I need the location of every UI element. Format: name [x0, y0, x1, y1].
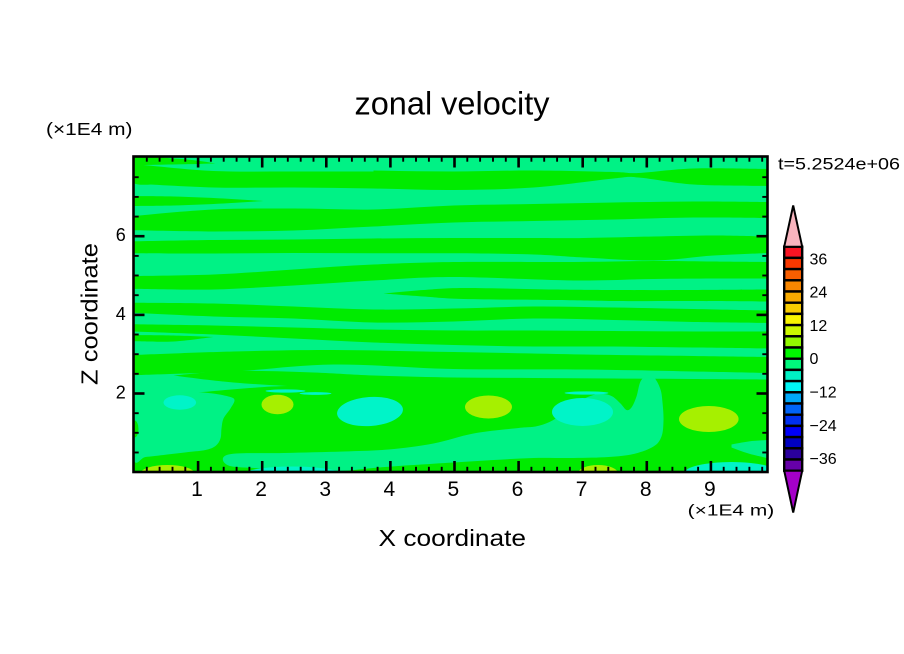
svg-text:(×1E4 m): (×1E4 m) — [46, 119, 133, 139]
svg-text:1: 1 — [191, 478, 203, 501]
svg-text:36: 36 — [810, 251, 828, 268]
svg-text:6: 6 — [116, 225, 126, 245]
svg-text:7: 7 — [576, 478, 588, 501]
svg-text:8: 8 — [640, 478, 652, 501]
svg-text:4: 4 — [116, 304, 126, 324]
svg-text:Z coordinate: Z coordinate — [77, 243, 103, 385]
svg-text:3: 3 — [319, 478, 331, 501]
svg-text:6: 6 — [512, 478, 524, 501]
svg-text:5: 5 — [448, 478, 460, 501]
svg-text:(×1E4 m): (×1E4 m) — [688, 503, 775, 520]
svg-text:t=5.2524e+06: t=5.2524e+06 — [778, 155, 900, 174]
svg-text:X coordinate: X coordinate — [379, 525, 527, 551]
svg-text:−12: −12 — [810, 385, 837, 402]
svg-text:zonal velocity: zonal velocity — [355, 86, 550, 122]
svg-text:2: 2 — [255, 478, 267, 501]
svg-text:4: 4 — [383, 478, 395, 501]
svg-text:0: 0 — [810, 351, 819, 368]
svg-text:−24: −24 — [810, 418, 837, 435]
svg-text:9: 9 — [704, 478, 716, 501]
svg-text:24: 24 — [810, 285, 828, 302]
svg-text:−36: −36 — [810, 451, 837, 468]
svg-text:12: 12 — [810, 318, 828, 335]
svg-text:2: 2 — [116, 382, 126, 402]
